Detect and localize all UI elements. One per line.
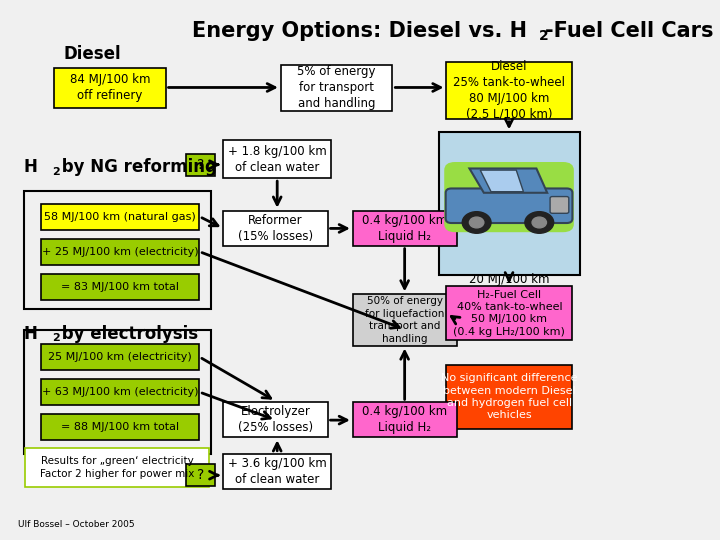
FancyBboxPatch shape [41, 379, 199, 405]
Text: 0.4 kg/100 km
Liquid H₂: 0.4 kg/100 km Liquid H₂ [362, 406, 448, 434]
Text: No significant difference
between modern Diesel
and hydrogen fuel cell
vehicles: No significant difference between modern… [441, 373, 577, 421]
Text: ?: ? [197, 158, 204, 172]
Polygon shape [469, 168, 547, 193]
FancyBboxPatch shape [41, 414, 199, 440]
FancyBboxPatch shape [41, 239, 199, 265]
Text: = 88 MJ/100 km total: = 88 MJ/100 km total [61, 422, 179, 432]
Text: H₂-Fuel Cell
40% tank-to-wheel
50 MJ/100 km
(0.4 kg LH₂/100 km): H₂-Fuel Cell 40% tank-to-wheel 50 MJ/100… [454, 289, 565, 337]
FancyBboxPatch shape [281, 65, 392, 111]
FancyBboxPatch shape [54, 68, 166, 108]
FancyBboxPatch shape [223, 402, 328, 437]
Text: 84 MJ/100 km
off refinery: 84 MJ/100 km off refinery [70, 73, 150, 102]
Text: Diesel
25% tank-to-wheel
80 MJ/100 km
(2.5 L/100 km): Diesel 25% tank-to-wheel 80 MJ/100 km (2… [454, 60, 565, 121]
FancyBboxPatch shape [223, 211, 328, 246]
Text: 5% of energy
for transport
and handling: 5% of energy for transport and handling [297, 65, 376, 110]
FancyBboxPatch shape [353, 211, 457, 246]
FancyBboxPatch shape [41, 344, 199, 370]
Circle shape [469, 217, 484, 228]
Text: by NG reforming: by NG reforming [56, 158, 217, 177]
Text: + 25 MJ/100 km (electricity): + 25 MJ/100 km (electricity) [42, 247, 199, 256]
Circle shape [532, 217, 546, 228]
FancyBboxPatch shape [446, 62, 572, 119]
FancyBboxPatch shape [353, 294, 457, 346]
Text: 25 MJ/100 km (electricity): 25 MJ/100 km (electricity) [48, 352, 192, 362]
FancyBboxPatch shape [186, 154, 215, 176]
Text: H: H [24, 158, 37, 177]
Text: Energy Options: Diesel vs. H: Energy Options: Diesel vs. H [192, 21, 528, 40]
FancyBboxPatch shape [446, 286, 572, 340]
Text: 2: 2 [539, 29, 549, 43]
FancyBboxPatch shape [439, 132, 580, 275]
Text: Diesel: Diesel [63, 45, 121, 63]
FancyBboxPatch shape [186, 464, 215, 486]
Text: 0.4 kg/100 km
Liquid H₂: 0.4 kg/100 km Liquid H₂ [362, 214, 448, 242]
Text: + 63 MJ/100 km (electricity): + 63 MJ/100 km (electricity) [42, 387, 199, 397]
Text: 58 MJ/100 km (natural gas): 58 MJ/100 km (natural gas) [45, 212, 196, 221]
FancyBboxPatch shape [550, 197, 569, 213]
Text: 2: 2 [52, 333, 60, 343]
FancyBboxPatch shape [41, 204, 199, 230]
Text: Results for „green‘ electricity
Factor 2 higher for power mix: Results for „green‘ electricity Factor 2… [40, 456, 194, 479]
Circle shape [462, 212, 491, 233]
Text: H: H [24, 325, 37, 343]
Text: 2: 2 [52, 167, 60, 177]
Text: Electrolyzer
(25% losses): Electrolyzer (25% losses) [238, 406, 313, 434]
Circle shape [525, 212, 554, 233]
Text: = 83 MJ/100 km total: = 83 MJ/100 km total [61, 282, 179, 292]
FancyBboxPatch shape [446, 188, 572, 223]
FancyBboxPatch shape [25, 448, 209, 487]
FancyBboxPatch shape [353, 402, 457, 437]
Text: ?: ? [197, 468, 204, 482]
FancyBboxPatch shape [446, 364, 572, 429]
Text: Ulf Bossel – October 2005: Ulf Bossel – October 2005 [18, 521, 135, 529]
Text: + 1.8 kg/100 km
of clean water: + 1.8 kg/100 km of clean water [228, 145, 327, 174]
FancyBboxPatch shape [223, 140, 331, 178]
Text: + 3.6 kg/100 km
of clean water: + 3.6 kg/100 km of clean water [228, 457, 327, 485]
Text: 50% of energy
for liquefaction
transport and
handling: 50% of energy for liquefaction transport… [365, 296, 445, 343]
Text: -Fuel Cell Cars: -Fuel Cell Cars [545, 21, 714, 40]
FancyBboxPatch shape [41, 274, 199, 300]
Text: by electrolysis: by electrolysis [56, 325, 198, 343]
Text: 20 MJ/100 km: 20 MJ/100 km [469, 273, 549, 286]
FancyBboxPatch shape [444, 162, 574, 232]
FancyBboxPatch shape [223, 454, 331, 489]
Text: Reformer
(15% losses): Reformer (15% losses) [238, 214, 313, 242]
Polygon shape [480, 170, 523, 192]
